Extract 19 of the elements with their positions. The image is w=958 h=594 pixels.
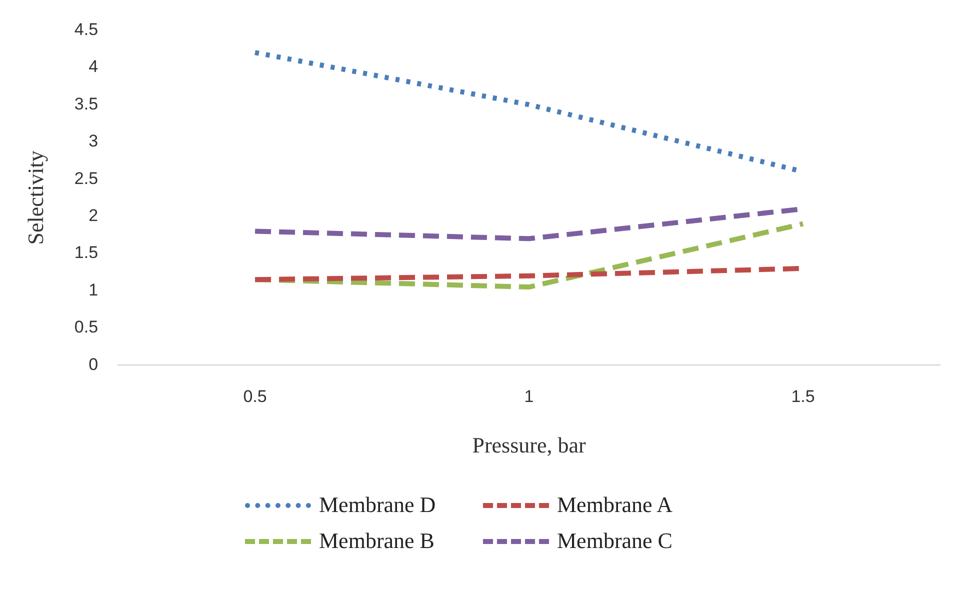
y-tick-label: 4 [88,57,98,76]
legend-label: Membrane A [557,492,672,518]
y-tick-label: 3 [88,132,98,151]
y-tick-label: 0 [88,354,98,374]
legend-label: Membrane D [319,492,436,518]
x-tick-label: 1 [524,387,534,406]
y-axis-title: Selectivity [22,150,48,245]
legend-label: Membrane B [319,528,434,554]
x-tick-label: 0.5 [243,387,267,406]
y-tick-label: 4.5 [74,20,98,39]
x-axis-title: Pressure, bar [472,432,586,458]
y-tick-label: 1 [88,280,98,300]
y-tick-label: 2 [88,206,98,225]
y-tick-label: 1.5 [74,243,98,262]
y-tick-label: 0.5 [74,318,98,337]
y-tick-label: 2.5 [74,168,98,188]
legend-label: Membrane C [557,528,672,554]
y-tick-label: 3.5 [74,94,98,114]
x-tick-label: 1.5 [791,387,815,406]
